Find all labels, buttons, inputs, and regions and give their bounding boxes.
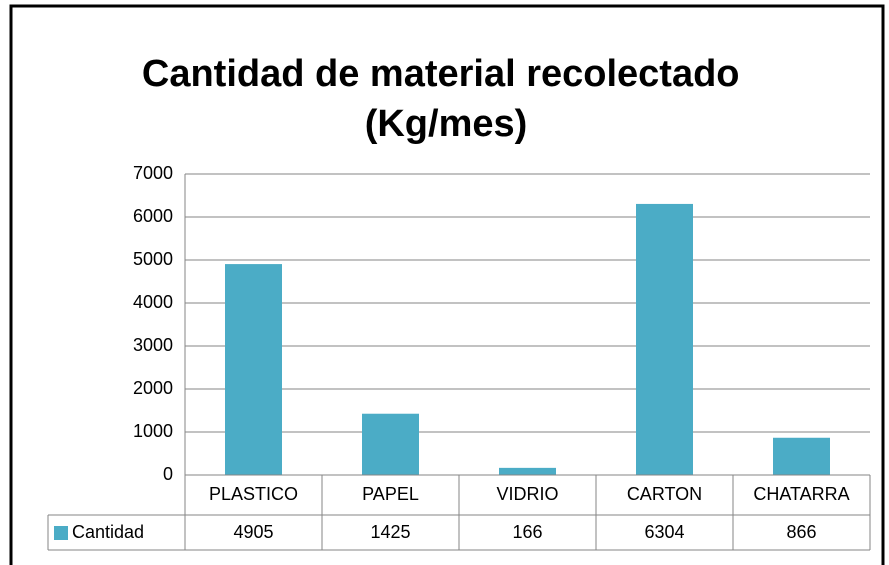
- bar: [225, 264, 282, 475]
- legend-label: Cantidad: [72, 522, 144, 542]
- table-value: 4905: [233, 522, 273, 542]
- x-tick-label: CHATARRA: [753, 484, 849, 504]
- y-tick-label: 3000: [133, 335, 173, 355]
- y-tick-label: 4000: [133, 292, 173, 312]
- x-tick-label: PLASTICO: [209, 484, 298, 504]
- y-tick-label: 1000: [133, 421, 173, 441]
- bar: [499, 467, 556, 475]
- y-tick-label: 2000: [133, 378, 173, 398]
- bar: [636, 203, 693, 476]
- title-line: Cantidad de material recolectado: [142, 53, 740, 95]
- table-value: 6304: [644, 522, 684, 542]
- chart-title: Cantidad de material recolectado (Kg/mes…: [142, 53, 750, 145]
- title-line: (Kg/mes): [365, 103, 528, 145]
- x-tick-label: VIDRIO: [496, 484, 558, 504]
- x-tick-label: CARTON: [627, 484, 702, 504]
- y-tick-label: 0: [163, 464, 173, 484]
- x-tick-label: PAPEL: [362, 484, 419, 504]
- table-value: 166: [512, 522, 542, 542]
- y-tick-label: 5000: [133, 249, 173, 269]
- legend-key: [54, 526, 68, 540]
- table-value: 866: [786, 522, 816, 542]
- chart-border: [9, 4, 885, 565]
- bar: [773, 437, 830, 475]
- y-tick-label: 7000: [133, 163, 173, 183]
- bar: [362, 413, 419, 475]
- table-value: 1425: [370, 522, 410, 542]
- y-tick-label: 6000: [133, 206, 173, 226]
